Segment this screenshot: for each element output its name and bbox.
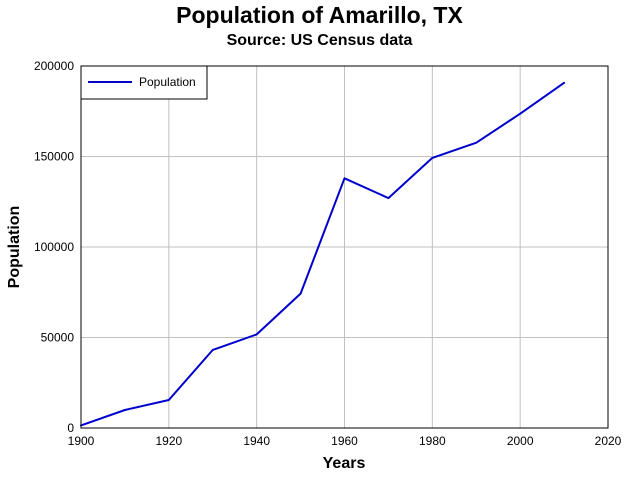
chart-subtitle: Source: US Census data [226,32,413,49]
x-tick-label-1940: 1940 [243,434,270,448]
x-tick-label-2020: 2020 [595,434,622,448]
y-axis-title: Population [6,206,23,289]
y-tick-label-200000: 200000 [34,59,74,73]
x-tick-label-2000: 2000 [507,434,534,448]
y-tick-label-50000: 50000 [41,331,75,345]
x-axis-title: Years [323,455,366,472]
legend: Population [80,65,208,100]
series-layer [80,81,566,427]
y-tick-label-100000: 100000 [34,240,74,254]
plot-frame [80,65,609,429]
tick-labels: 1900 1920 1940 1960 1980 2000 2020 0 50000 100000… [34,59,622,448]
x-tick-label-1960: 1960 [331,434,358,448]
y-tick-label-0: 0 [67,421,74,435]
x-tick-label-1980: 1980 [419,434,446,448]
legend-entry-population: Population [139,75,196,89]
series-line-population [80,81,566,427]
chart-title: Population of Amarillo, TX [176,2,463,28]
x-tick-label-1900: 1900 [68,434,95,448]
y-tick-label-150000: 150000 [34,150,74,164]
x-tick-label-1920: 1920 [155,434,182,448]
grid-lines [81,66,608,428]
